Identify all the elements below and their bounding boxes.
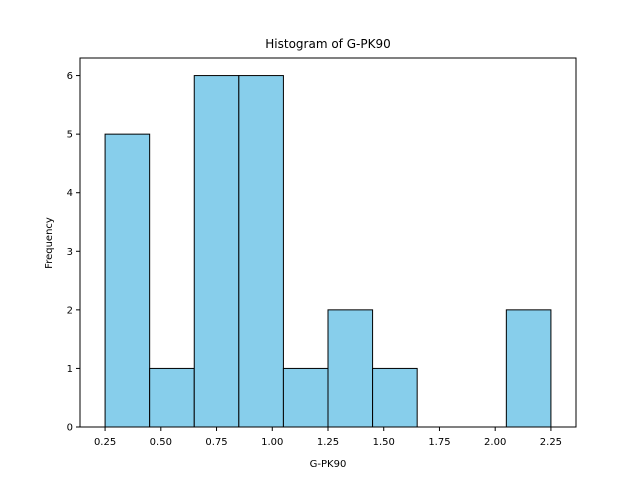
y-axis-label: Frequency xyxy=(44,217,55,269)
bars-group xyxy=(104,75,552,428)
chart-title: Histogram of G-PK90 xyxy=(265,37,390,51)
x-axis-ticks: 0.25 0.50 0.75 1.00 1.25 1.50 1.75 2.00 2.25 xyxy=(94,427,562,448)
histogram-bar xyxy=(505,309,552,428)
y-tick-label: 1 xyxy=(67,364,73,375)
y-tick-label: 2 xyxy=(67,305,73,316)
y-tick-label: 0 xyxy=(67,423,73,434)
x-axis-label: G-PK90 xyxy=(310,459,347,470)
y-tick-label: 4 xyxy=(67,188,73,199)
histogram-bar xyxy=(238,75,284,428)
histogram-bar xyxy=(327,309,374,428)
histogram-bar xyxy=(372,367,418,428)
y-tick-label: 3 xyxy=(67,247,73,258)
x-tick-label: 0.75 xyxy=(205,437,227,448)
x-tick-label: 1.75 xyxy=(428,437,450,448)
histogram-bar xyxy=(104,133,151,428)
x-tick-label: 1.50 xyxy=(373,437,395,448)
x-tick-label: 2.00 xyxy=(484,437,506,448)
y-tick-label: 5 xyxy=(67,130,73,141)
x-tick-label: 1.25 xyxy=(317,437,339,448)
x-tick-label: 2.25 xyxy=(540,437,562,448)
histogram-bar xyxy=(193,75,240,428)
histogram-bar xyxy=(149,367,195,428)
histogram-bar xyxy=(282,367,329,428)
x-tick-label: 1.00 xyxy=(261,437,283,448)
y-tick-label: 6 xyxy=(67,71,73,82)
x-tick-label: 0.50 xyxy=(150,437,172,448)
y-axis-ticks: 0 1 2 3 4 5 6 xyxy=(67,71,80,434)
x-tick-label: 0.25 xyxy=(94,437,116,448)
